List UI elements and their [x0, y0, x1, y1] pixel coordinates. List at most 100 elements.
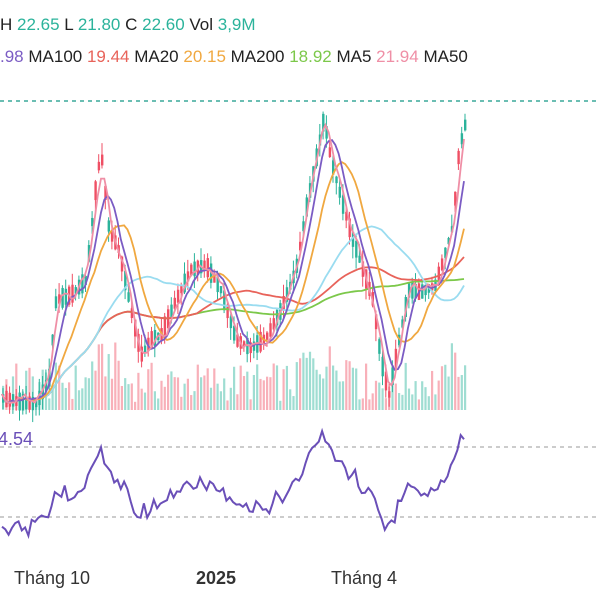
volume-bar	[97, 344, 100, 410]
candle-body	[71, 284, 74, 303]
volume-bar	[351, 367, 354, 410]
candle-body	[18, 392, 21, 411]
candle-body	[84, 275, 87, 286]
candle-body	[249, 342, 252, 354]
volume-bar	[256, 364, 259, 410]
volume-bar	[322, 378, 325, 410]
volume-bar	[242, 376, 246, 410]
candle-body	[381, 356, 384, 377]
candle-body	[143, 345, 147, 353]
volume-bar	[460, 375, 463, 410]
volume-bar	[381, 388, 384, 410]
volume-bar	[434, 394, 437, 410]
volume-bar	[58, 365, 61, 410]
x-tick-label-0: Tháng 10	[14, 568, 90, 588]
volume-bar	[183, 383, 186, 410]
volume-bar	[190, 395, 193, 410]
volume-bar	[180, 396, 183, 410]
candle-body	[104, 186, 107, 200]
volume-bar	[91, 361, 94, 410]
volume-bar	[447, 376, 450, 410]
candle-body	[358, 255, 361, 263]
volume-bar	[28, 367, 31, 410]
volume-bar	[454, 352, 457, 410]
ma-value-2: 18.92	[289, 47, 332, 66]
candle-body	[464, 119, 467, 131]
volume-bar	[431, 370, 434, 410]
volume-bar	[143, 392, 147, 410]
ma-label-0: MA100	[24, 47, 87, 66]
volume-bar	[266, 376, 269, 410]
volume-bar	[233, 366, 236, 410]
volume-bar	[384, 398, 387, 410]
candle-body	[153, 329, 157, 347]
candle-body	[335, 176, 338, 184]
candle-body	[94, 181, 97, 201]
volume-bar	[308, 351, 312, 410]
volume-bar	[315, 369, 318, 410]
ma-label-2: MA200	[226, 47, 289, 66]
volume-bar	[193, 391, 196, 410]
volume-bar	[374, 380, 378, 410]
ma-value-1: 20.15	[183, 47, 226, 66]
candle-body	[345, 211, 348, 221]
volume-bar	[117, 360, 120, 410]
volume-bar	[371, 393, 374, 410]
volume-bar	[414, 381, 417, 410]
candle-body	[130, 308, 134, 318]
header-value-2: 22.60	[142, 15, 185, 34]
volume-bar	[440, 366, 444, 410]
candle-body	[226, 304, 229, 319]
candle-body	[411, 282, 414, 299]
candle-body	[388, 391, 391, 398]
candle-body	[355, 240, 358, 258]
volume-bar	[186, 378, 189, 410]
candle-body	[48, 368, 51, 387]
volume-bar	[84, 377, 87, 410]
volume-bar	[348, 361, 351, 410]
volume-bar	[153, 391, 156, 410]
volume-bar	[140, 388, 143, 410]
volume-bar	[160, 380, 163, 410]
ma-label-1: MA20	[130, 47, 184, 66]
volume-bar	[292, 396, 295, 410]
header-value-0: 22.65	[17, 15, 60, 34]
candle-body	[140, 346, 143, 362]
volume-bar	[200, 377, 203, 410]
candle-body	[229, 316, 233, 329]
candle-body	[163, 316, 167, 337]
volume-bar	[394, 383, 397, 410]
volume-bar	[338, 381, 341, 410]
volume-bar	[134, 401, 137, 410]
volume-bar	[226, 400, 229, 410]
volume-bar	[107, 354, 110, 410]
candle-body	[190, 264, 193, 276]
volume-bar	[411, 394, 414, 410]
candle-body	[361, 261, 365, 277]
candle-body	[325, 126, 328, 139]
candle-body	[41, 384, 44, 400]
volume-bar	[11, 376, 15, 410]
header-row-ma: .98 MA100 19.44 MA20 20.15 MA200 18.92 M…	[0, 47, 468, 66]
volume-bar	[378, 382, 381, 410]
volume-bar	[269, 377, 272, 410]
candle-body	[259, 331, 262, 352]
candle-body	[444, 247, 447, 258]
candle-body	[348, 218, 351, 238]
volume-bar	[355, 368, 358, 410]
volume-bar	[147, 369, 150, 410]
volume-bar	[464, 365, 467, 410]
candle-body	[31, 396, 35, 411]
ma10-line	[1, 139, 465, 404]
volume-bar	[104, 376, 107, 410]
ma20-line	[1, 161, 465, 404]
candle-body	[51, 334, 54, 346]
oscillator-line	[1, 427, 465, 540]
volume-bar	[110, 378, 114, 410]
volume-bar	[407, 388, 411, 410]
volume-bar	[341, 381, 345, 410]
volume-bar	[196, 364, 199, 410]
volume-bar	[328, 346, 331, 410]
volume-bar	[64, 387, 67, 410]
